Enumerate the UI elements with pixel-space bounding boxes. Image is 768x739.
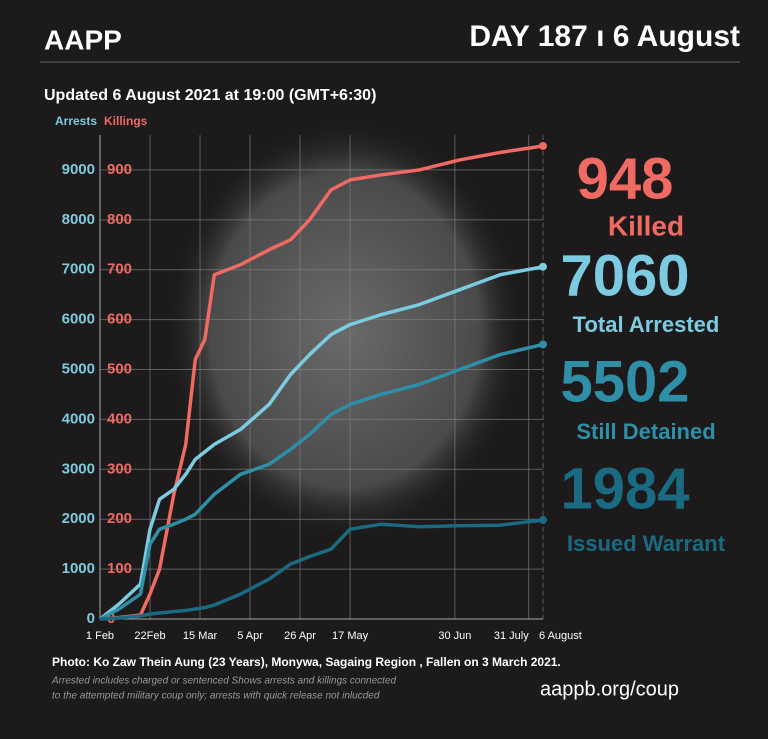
brand: AAPP bbox=[44, 24, 122, 55]
y2-tick-label: 100 bbox=[107, 560, 132, 577]
y-tick-label: 7000 bbox=[62, 261, 95, 278]
callout-label: Total Arrested bbox=[573, 312, 720, 337]
series-line bbox=[99, 144, 544, 621]
callout-value: 1984 bbox=[560, 456, 689, 521]
callout-value: 5502 bbox=[560, 349, 689, 414]
updated: Updated 6 August 2021 at 19:00 (GMT+6:30… bbox=[44, 87, 376, 104]
y2-tick-label: 600 bbox=[107, 311, 132, 328]
y-tick-label: 2000 bbox=[62, 510, 95, 527]
y2-tick-label: 900 bbox=[107, 161, 132, 178]
note: to the attempted military coup only; arr… bbox=[52, 691, 380, 702]
series-line bbox=[99, 342, 544, 621]
photo bbox=[165, 120, 525, 540]
callout-value: 7060 bbox=[560, 243, 689, 308]
x-tick-label: 15 Mar bbox=[183, 630, 218, 642]
note: Arrested includes charged or sentenced S… bbox=[51, 676, 397, 687]
y2-tick-label: 800 bbox=[107, 211, 132, 228]
series-line bbox=[99, 518, 544, 621]
x-tick-label: 31 July bbox=[494, 630, 529, 642]
callout-value: 948 bbox=[577, 146, 674, 211]
x-tick-label: 17 May bbox=[332, 630, 369, 642]
photo-caption: Photo: Ko Zaw Thein Aung (23 Years), Mon… bbox=[52, 655, 561, 669]
day-title: DAY 187 ı 6 August bbox=[469, 20, 740, 53]
y-tick-label: 8000 bbox=[62, 211, 95, 228]
end-point bbox=[539, 340, 547, 349]
end-point bbox=[539, 262, 547, 271]
callout-label: Still Detained bbox=[576, 419, 715, 444]
x-tick-label: 1 Feb bbox=[86, 630, 114, 642]
y-tick-label: 5000 bbox=[62, 360, 95, 377]
url: aappb.org/coup bbox=[540, 678, 679, 700]
y2-axis-label: Killings bbox=[104, 114, 148, 128]
y-axis-label: Arrests bbox=[55, 114, 97, 128]
x-tick-label: 22Feb bbox=[134, 630, 165, 642]
end-point bbox=[539, 141, 547, 150]
x-tick-label: 30 Jun bbox=[438, 630, 471, 642]
callout-label: Issued Warrant bbox=[567, 531, 726, 556]
y2-tick-label: 700 bbox=[107, 261, 132, 278]
y2-tick-label: 300 bbox=[107, 460, 132, 477]
y-tick-label: 1000 bbox=[62, 560, 95, 577]
y2-tick-label: 500 bbox=[107, 360, 132, 377]
y2-tick-label: 200 bbox=[107, 510, 132, 527]
x-tick-label: 5 Apr bbox=[237, 630, 263, 642]
x-tick-label: 26 Apr bbox=[284, 630, 316, 642]
callout-label: Killed bbox=[608, 210, 684, 241]
y-tick-label: 0 bbox=[87, 610, 95, 627]
y-tick-label: 4000 bbox=[62, 410, 95, 427]
y-tick-label: 6000 bbox=[62, 311, 95, 328]
y2-tick-label: 400 bbox=[107, 410, 132, 427]
end-point bbox=[539, 516, 547, 525]
y-tick-label: 9000 bbox=[62, 161, 95, 178]
series-line bbox=[98, 265, 544, 621]
y-tick-label: 3000 bbox=[62, 460, 95, 477]
x-tick-label: 6 August bbox=[539, 630, 582, 642]
